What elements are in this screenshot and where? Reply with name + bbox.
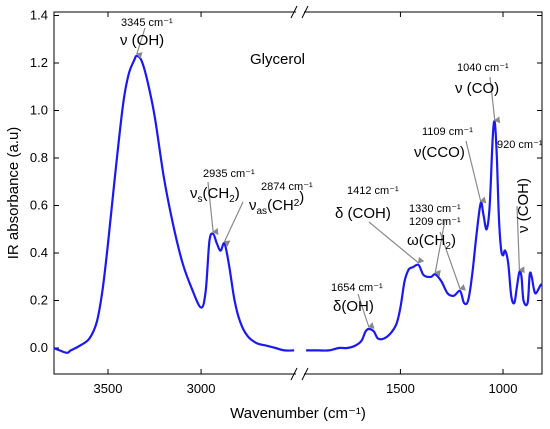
annotation-1109-label: ν(CCO)	[414, 144, 465, 161]
x-tick-label: 3500	[94, 381, 123, 396]
y-tick-label: 0.2	[30, 293, 48, 308]
annotation-arrow-2874	[223, 201, 244, 247]
y-axis-label: IR absorbance (a.u)	[5, 127, 22, 260]
axis-break-mark	[301, 367, 309, 381]
annotation-1109-value: 1109 cm⁻¹	[422, 126, 473, 138]
x-axis-label: Wavenumber (cm⁻¹)	[230, 405, 366, 422]
annotation-2935-label: νs(CH2)	[190, 185, 240, 205]
annotation-arrow-920	[516, 205, 525, 274]
y-tick-label: 1.0	[30, 103, 48, 118]
annotation-arrow-1109	[465, 140, 487, 204]
y-tick-label: 0.6	[30, 198, 48, 213]
spectrum-line-segment-1	[53, 54, 295, 354]
x-tick-label: 3000	[187, 381, 216, 396]
axis-break-gap-bottom	[296, 371, 304, 378]
y-tick-label: 0.4	[30, 245, 48, 260]
annotation-1330-value: 1330 cm⁻¹	[409, 203, 461, 215]
annotation-1654-label: δ(OH)	[333, 298, 374, 315]
annotation-arrow-1040	[489, 76, 501, 124]
annotation-3345-label: ν (OH)	[120, 32, 164, 49]
y-tick-label: 1.4	[30, 8, 48, 23]
annotation-2874-value: 2874 cm⁻¹	[261, 181, 313, 193]
annotation-arrow-1330	[434, 219, 446, 277]
y-tick-label: 0.0	[30, 340, 48, 355]
annotation-920-label: ν (COH)	[515, 178, 532, 233]
annotation-1412-label: δ (COH)	[335, 205, 391, 222]
annotation-arrow-1412	[368, 221, 425, 264]
axis-break-mark	[301, 5, 309, 19]
annotation-2935-value: 2935 cm⁻¹	[203, 168, 255, 180]
y-tick-label: 1.2	[30, 55, 48, 70]
annotation-arrow-1654	[357, 293, 375, 329]
annotation-arrow-3345	[135, 27, 146, 59]
axis-break-mark	[290, 367, 298, 381]
annotation-920-value: 920 cm⁻¹	[497, 139, 543, 151]
annotation-1209-value: 1209 cm⁻¹	[409, 216, 461, 228]
chart-title: Glycerol	[250, 51, 305, 68]
axis-break-mark	[290, 5, 298, 19]
y-tick-label: 0.8	[30, 150, 48, 165]
annotation-1209-label: ω(CH2)	[407, 232, 456, 252]
x-tick-label: 1500	[386, 381, 415, 396]
x-tick-label: 1000	[489, 381, 518, 396]
axis-break-gap-top	[296, 9, 304, 16]
annotation-1040-value: 1040 cm⁻¹	[457, 62, 509, 74]
annotation-arrow-2935	[207, 181, 219, 235]
annotation-3345-value: 3345 cm⁻¹	[121, 17, 173, 29]
annotation-2874-label: νas(CH2)	[249, 189, 304, 217]
annotation-1040-label: ν (CO)	[455, 80, 499, 97]
annotation-1654-value: 1654 cm⁻¹	[331, 282, 383, 294]
annotation-1412-value: 1412 cm⁻¹	[347, 185, 399, 197]
annotation-arrow-1209	[439, 231, 467, 291]
